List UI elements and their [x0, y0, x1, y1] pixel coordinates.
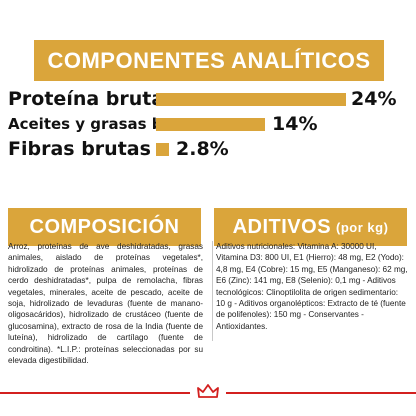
fat-value: 14%: [272, 113, 318, 135]
additives-title: ADITIVOS (por kg): [214, 208, 407, 246]
fat-row: Aceites y grasas brutos 14%: [0, 113, 416, 143]
additives-title-text: ADITIVOS: [232, 215, 332, 238]
composition-title: COMPOSICIÓN: [8, 208, 201, 246]
fiber-bar: [156, 143, 169, 156]
fiber-value: 2.8%: [176, 138, 229, 160]
protein-label: Proteína bruta: [8, 88, 165, 110]
additives-subtitle: (por kg): [336, 219, 389, 235]
footer-line-left: [0, 392, 190, 394]
column-divider: [212, 241, 213, 341]
fat-bar: [156, 118, 265, 131]
protein-row: Proteína bruta 24%: [0, 88, 416, 118]
footer-line-right: [226, 392, 416, 394]
additives-text: Aditivos nutricionales: Vitamina A: 3000…: [216, 242, 408, 331]
crown-icon: [197, 384, 219, 398]
composition-text: Arroz, proteínas de ave deshidratadas, g…: [8, 242, 203, 366]
fiber-label: Fibras brutas: [8, 138, 151, 160]
composition-title-text: COMPOSICIÓN: [29, 215, 180, 238]
protein-value: 24%: [351, 88, 397, 110]
analytic-components-title: COMPONENTES ANALÍTICOS: [34, 40, 384, 81]
fiber-row: Fibras brutas 2.8%: [0, 138, 416, 168]
protein-bar: [156, 93, 346, 106]
